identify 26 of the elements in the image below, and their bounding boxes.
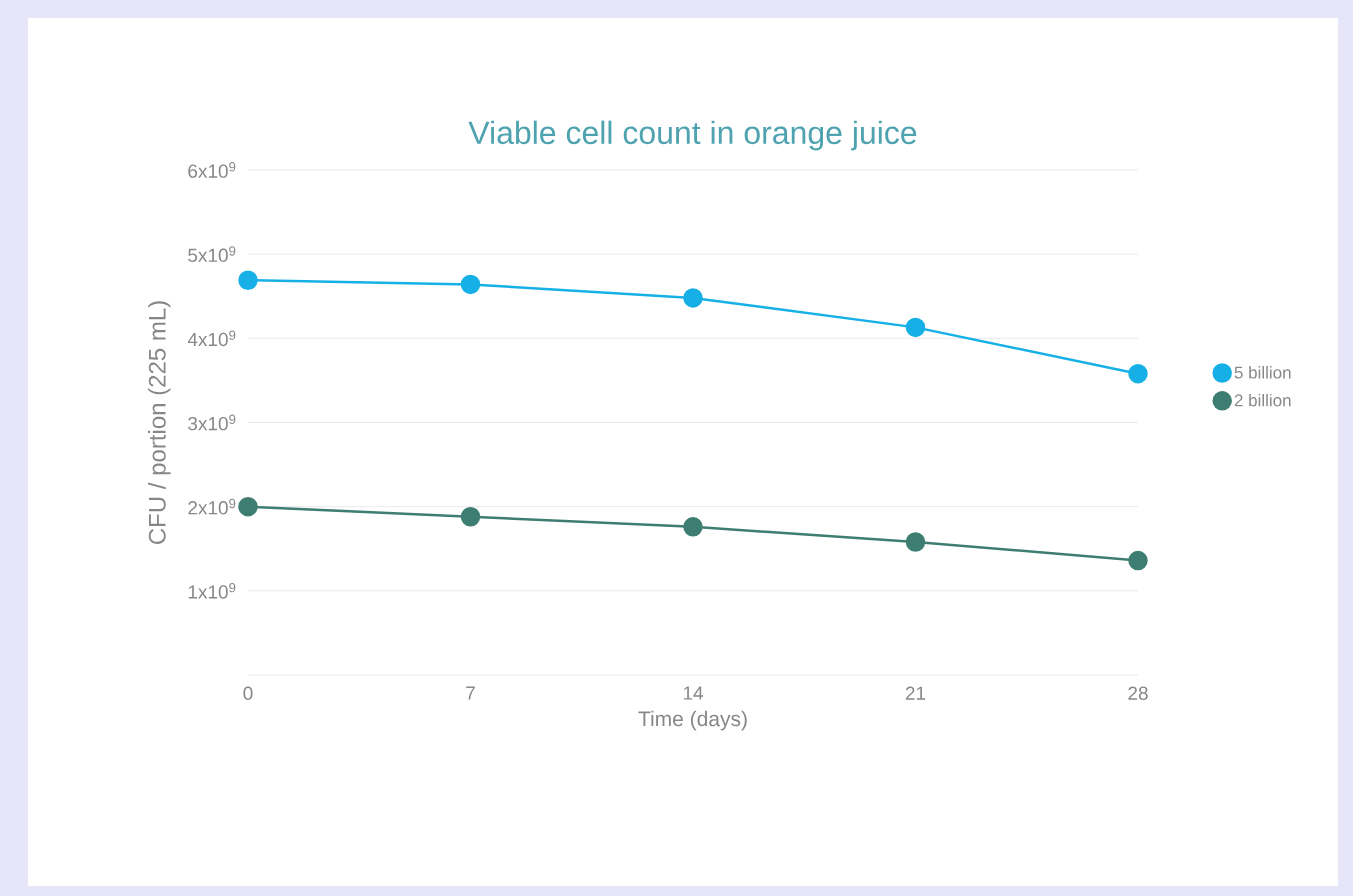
x-tick-label: 7 <box>466 686 475 700</box>
point <box>905 317 926 338</box>
y-tick-label: 3x10$^{9}$ <box>188 414 236 431</box>
y-tick-label: 6x10$^{9}$ <box>188 162 236 178</box>
point <box>1128 363 1148 384</box>
x-tick-label: 0 <box>243 686 253 700</box>
y-tick-label: 2x10$^{9}$ <box>188 498 236 515</box>
x-tick-label: 14 <box>683 686 704 700</box>
point <box>1128 550 1148 571</box>
chart-title: Viable cell count in orange juice <box>468 120 917 151</box>
y-axis-title: CFU / portion (225 mL) <box>148 301 171 544</box>
point <box>460 507 481 527</box>
point <box>683 288 703 308</box>
y-tick-label: 5x10$^{9}$ <box>188 246 236 263</box>
legend-label: 2 billion <box>1234 393 1291 407</box>
point <box>683 517 703 537</box>
point <box>238 496 258 517</box>
point <box>905 532 926 552</box>
x-tick-label: 28 <box>1128 686 1148 700</box>
y-tick-label: 4x10$^{9}$ <box>187 330 236 347</box>
y-tick-label: 1x10$^{9}$ <box>188 582 236 599</box>
legend-label: 5 billion <box>1234 366 1291 379</box>
point <box>460 274 481 295</box>
x-axis-title: Time (days) <box>638 710 747 731</box>
x-tick-label: 21 <box>905 686 926 700</box>
point <box>238 270 258 290</box>
